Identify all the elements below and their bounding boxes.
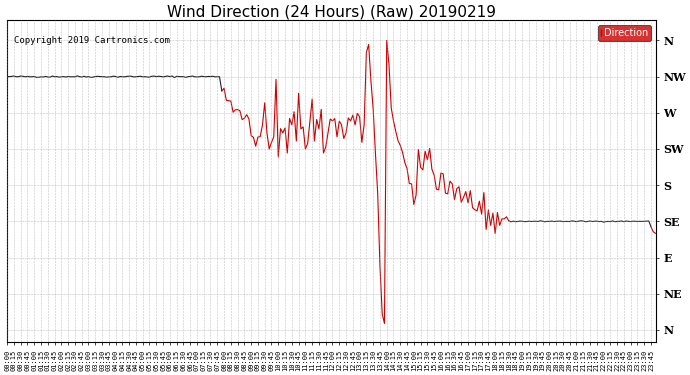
Title: Wind Direction (24 Hours) (Raw) 20190219: Wind Direction (24 Hours) (Raw) 20190219 — [167, 4, 496, 19]
Text: Copyright 2019 Cartronics.com: Copyright 2019 Cartronics.com — [14, 36, 170, 45]
Legend: Direction: Direction — [598, 25, 651, 41]
